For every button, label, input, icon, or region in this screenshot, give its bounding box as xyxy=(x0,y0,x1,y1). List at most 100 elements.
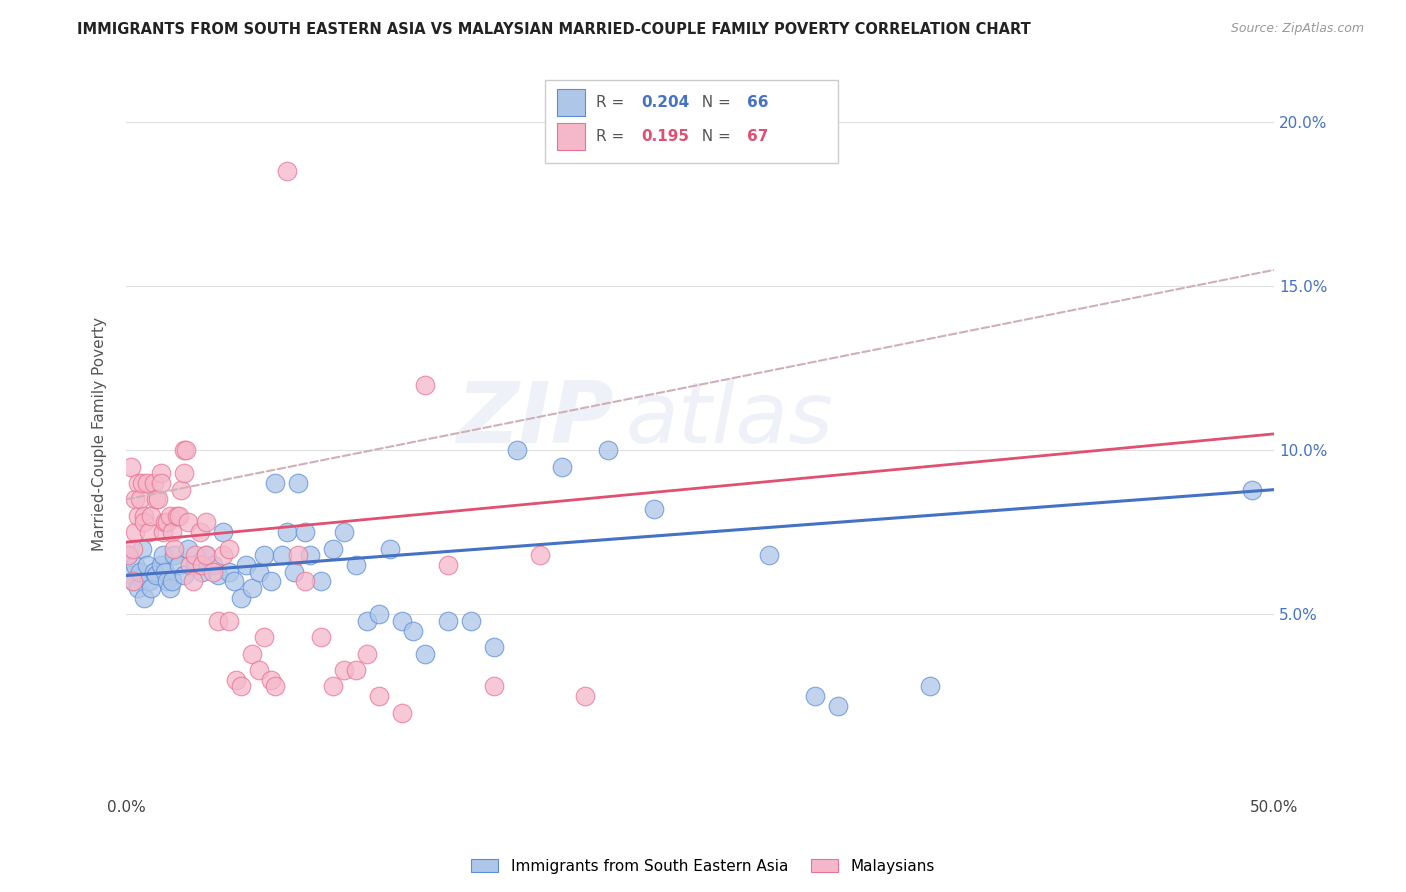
Point xyxy=(153,565,176,579)
Point xyxy=(131,476,153,491)
Point xyxy=(117,548,139,562)
Point xyxy=(413,377,436,392)
Legend: Immigrants from South Eastern Asia, Malaysians: Immigrants from South Eastern Asia, Mala… xyxy=(465,853,941,880)
Point xyxy=(127,581,149,595)
Point xyxy=(276,164,298,178)
Point xyxy=(117,548,139,562)
Point xyxy=(145,492,167,507)
Text: R =: R = xyxy=(596,129,634,144)
Point xyxy=(505,443,527,458)
Point xyxy=(235,558,257,572)
Point xyxy=(1240,483,1263,497)
Point xyxy=(322,680,344,694)
Point xyxy=(120,459,142,474)
Point xyxy=(163,548,186,562)
Point xyxy=(222,574,245,589)
Point xyxy=(436,614,458,628)
Point xyxy=(166,508,188,523)
Point xyxy=(758,548,780,562)
Point xyxy=(283,565,305,579)
Point xyxy=(391,614,413,628)
Point xyxy=(311,630,333,644)
Point xyxy=(152,525,174,540)
Point xyxy=(207,614,229,628)
Point xyxy=(135,476,157,491)
Text: 0.195: 0.195 xyxy=(641,129,690,144)
Point xyxy=(264,680,287,694)
Point xyxy=(574,690,596,704)
Text: R =: R = xyxy=(596,95,634,110)
FancyBboxPatch shape xyxy=(546,80,838,163)
Point xyxy=(159,508,181,523)
Point xyxy=(156,516,179,530)
Point xyxy=(202,565,225,579)
Point xyxy=(391,706,413,720)
Point xyxy=(218,614,240,628)
Point xyxy=(127,508,149,523)
Point xyxy=(174,443,197,458)
Point xyxy=(260,574,283,589)
Point xyxy=(179,558,201,572)
Point xyxy=(191,558,214,572)
Point xyxy=(149,466,172,480)
Point xyxy=(218,565,240,579)
Point xyxy=(177,541,200,556)
Y-axis label: Married-Couple Family Poverty: Married-Couple Family Poverty xyxy=(93,317,107,551)
Point xyxy=(160,574,183,589)
Point xyxy=(138,525,160,540)
Point xyxy=(294,574,316,589)
Point xyxy=(153,516,176,530)
Point xyxy=(482,640,505,654)
Point xyxy=(170,483,193,497)
Point xyxy=(264,476,287,491)
Point xyxy=(211,525,233,540)
Point xyxy=(122,574,145,589)
Text: ZIP: ZIP xyxy=(457,378,614,461)
Point xyxy=(124,558,146,572)
Point xyxy=(152,548,174,562)
Point xyxy=(159,581,181,595)
Point xyxy=(149,558,172,572)
Point xyxy=(141,508,163,523)
Point xyxy=(188,525,211,540)
Point xyxy=(128,565,150,579)
Point xyxy=(122,574,145,589)
Point xyxy=(287,548,309,562)
FancyBboxPatch shape xyxy=(557,123,585,150)
Point xyxy=(184,548,207,562)
Point xyxy=(127,476,149,491)
Point xyxy=(643,502,665,516)
Point xyxy=(827,699,849,714)
Point xyxy=(195,548,218,562)
Point xyxy=(253,630,276,644)
Point xyxy=(287,476,309,491)
Point xyxy=(260,673,283,687)
Point xyxy=(918,680,941,694)
Point xyxy=(120,568,142,582)
Point xyxy=(135,558,157,572)
Point xyxy=(294,525,316,540)
Point xyxy=(218,541,240,556)
Point xyxy=(211,548,233,562)
Point xyxy=(225,673,247,687)
Point xyxy=(482,680,505,694)
Point xyxy=(367,690,389,704)
Point xyxy=(134,516,156,530)
Point xyxy=(142,476,165,491)
Point xyxy=(344,558,367,572)
Text: 66: 66 xyxy=(748,95,769,110)
Point xyxy=(242,581,264,595)
Point xyxy=(177,516,200,530)
Point xyxy=(173,466,195,480)
Point xyxy=(207,568,229,582)
Point xyxy=(122,541,145,556)
Point xyxy=(229,591,252,605)
Point xyxy=(142,565,165,579)
Point xyxy=(184,558,207,572)
Point xyxy=(402,624,425,638)
Point xyxy=(128,492,150,507)
FancyBboxPatch shape xyxy=(557,89,585,116)
Point xyxy=(195,516,218,530)
Point xyxy=(271,548,294,562)
Point xyxy=(134,508,156,523)
